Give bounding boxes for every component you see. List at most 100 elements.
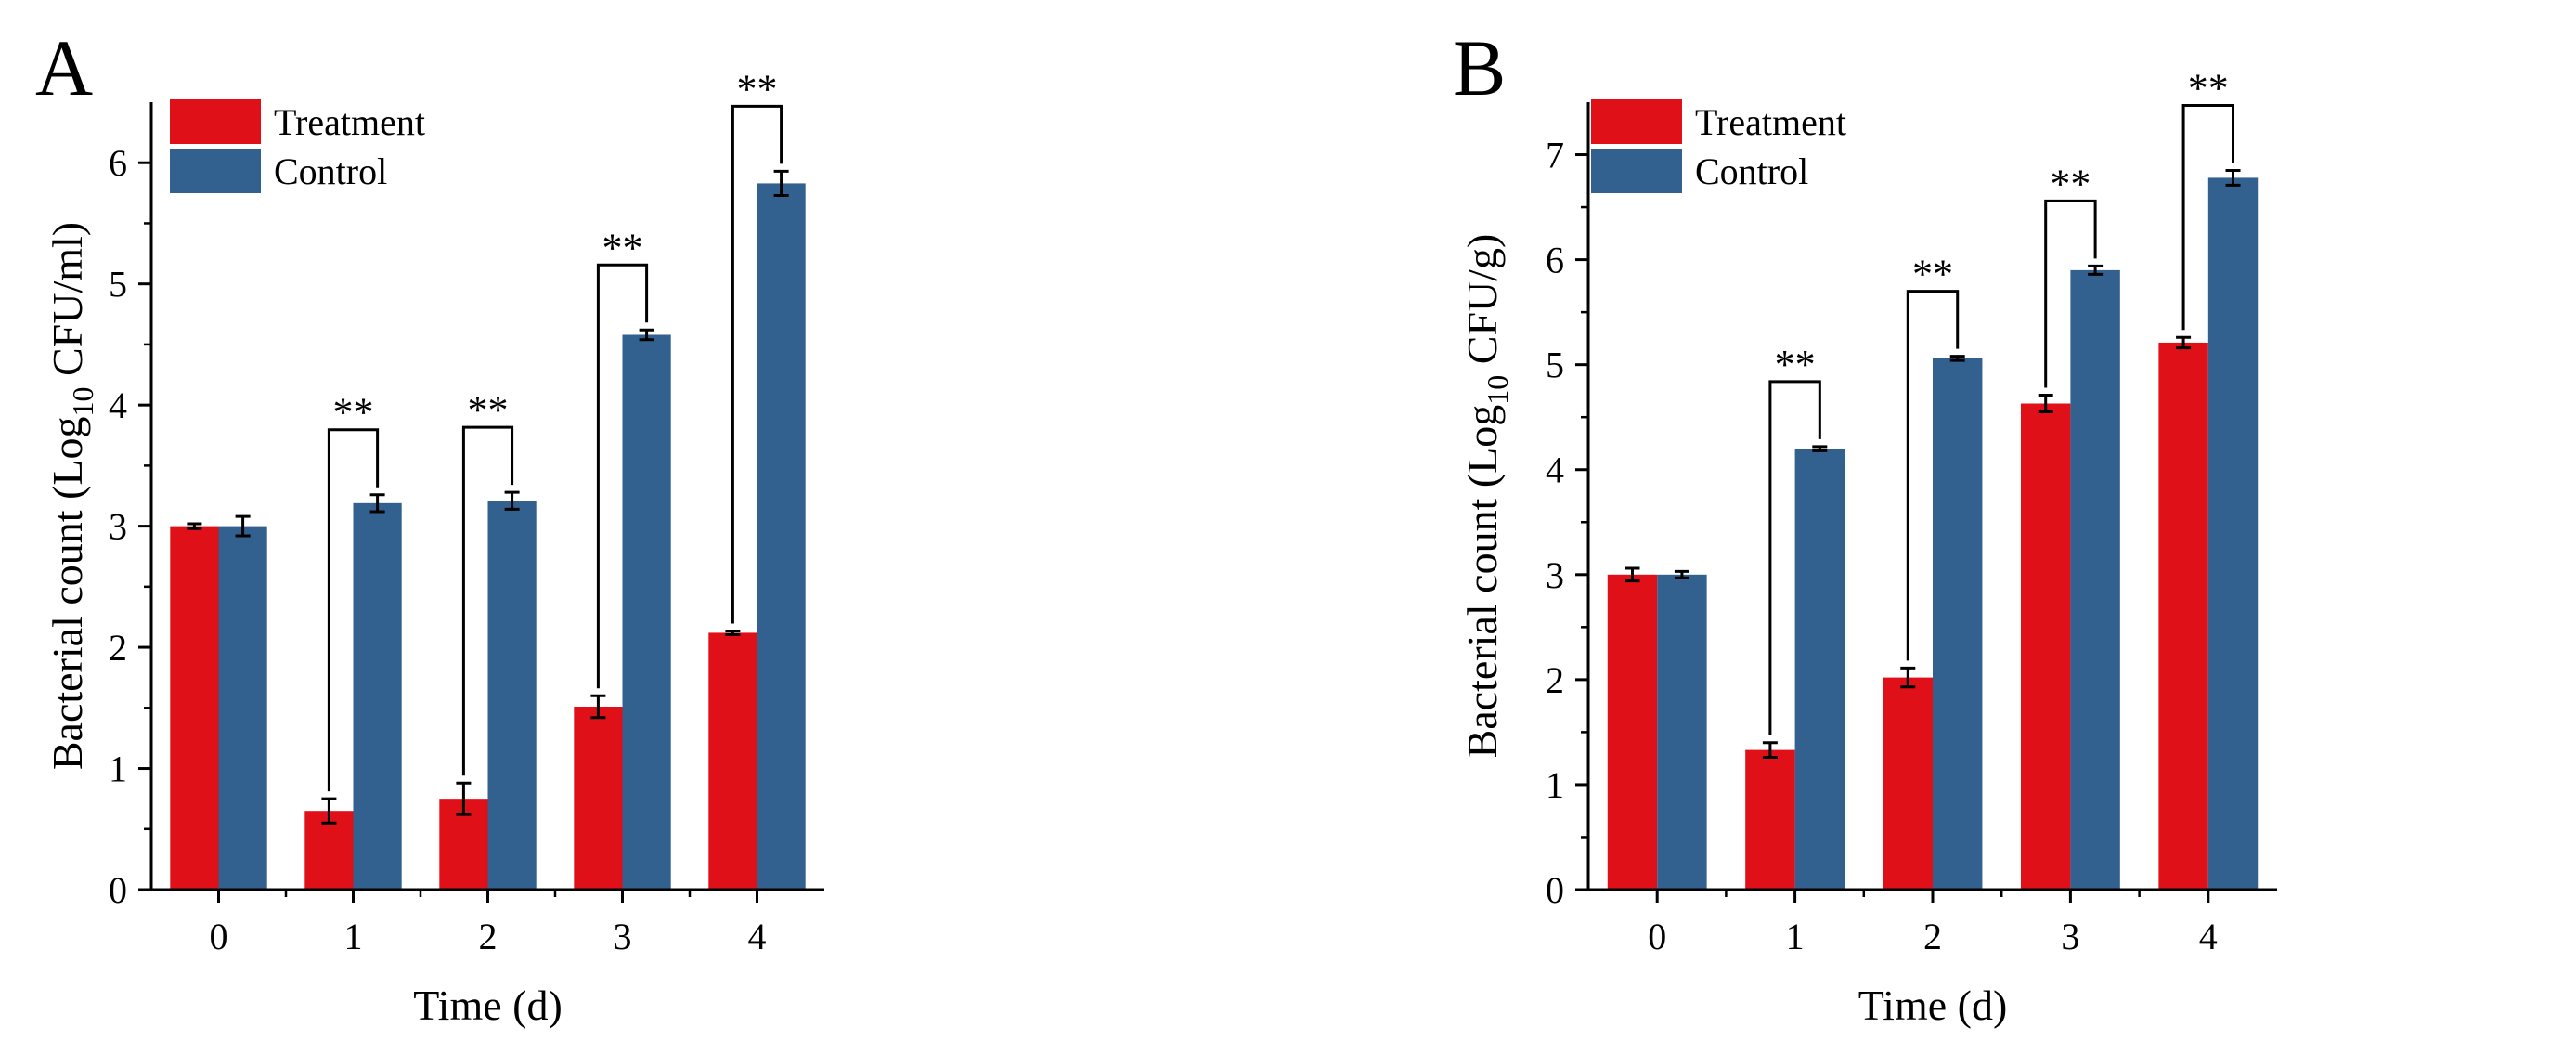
x-tick-label-day-2: 2 (1923, 916, 1942, 957)
error-bar-treatment-day-1 (321, 797, 337, 825)
significance-label-day-3: ** (602, 225, 643, 270)
bracket-line (1768, 380, 1821, 735)
significance-label-day-1: ** (1775, 342, 1816, 387)
error-bar-treatment-day-0 (187, 522, 202, 530)
bar-treatment-day-4 (2158, 342, 2208, 890)
significance-label-day-2: ** (1912, 252, 1953, 297)
x-tick-label-day-1: 1 (344, 916, 363, 957)
y-tick-label: 0 (109, 869, 127, 911)
significance-bracket-day-1 (327, 428, 380, 792)
bracket-line (2181, 103, 2235, 331)
bar-control-day-1 (1794, 449, 1845, 890)
bracket-line (2044, 199, 2097, 388)
x-tick-label-day-3: 3 (614, 916, 632, 957)
bar-treatment-day-1 (1745, 749, 1795, 890)
error-bar-treatment-day-4 (2176, 335, 2192, 350)
y-tick-label: 0 (1546, 869, 1564, 911)
bracket-line (1906, 290, 1960, 661)
y-tick-label: 6 (109, 142, 127, 184)
error-bar-control-day-3 (2088, 264, 2104, 276)
bar-treatment-day-3 (2020, 403, 2071, 890)
bracket-line (731, 104, 783, 624)
y-tick-label: 4 (109, 384, 127, 426)
error-bar-control-day-0 (1674, 569, 1689, 579)
error-bar-treatment-day-1 (1762, 741, 1778, 760)
bar-control-day-1 (353, 502, 402, 890)
error-bar-treatment-day-3 (2038, 393, 2053, 414)
x-tick-label-day-4: 4 (748, 916, 767, 957)
y-tick-label: 2 (109, 627, 127, 669)
error-bar-control-day-2 (1949, 355, 1965, 362)
panel-a-chart: A ** ** ** ** 0 1 2 3 4 5 6 0 1 2 3 4 Time (d) Bacterial c… (35, 23, 824, 1029)
y-tick-label: 3 (1546, 554, 1564, 596)
bar-treatment-day-4 (708, 632, 757, 890)
legend: Treatment Control (170, 99, 425, 193)
y-axis-title-suffix: CFU/ml) (44, 222, 91, 387)
significance-bracket-day-2 (461, 425, 514, 776)
y-tick-label: 1 (1546, 764, 1564, 806)
significance-label-day-4: ** (737, 66, 778, 111)
error-bar-control-day-1 (1812, 445, 1828, 452)
significance-bracket-day-3 (2044, 199, 2097, 388)
legend-label-control: Control (1695, 150, 1808, 192)
legend-swatch-treatment (1591, 99, 1682, 144)
y-tick-label: 5 (109, 264, 127, 306)
error-bar-treatment-day-4 (725, 629, 741, 636)
x-tick-label-day-2: 2 (479, 916, 498, 957)
significance-label-day-3: ** (2050, 161, 2091, 206)
significance-bracket-day-1 (1768, 380, 1821, 735)
x-tick-label-day-4: 4 (2199, 916, 2218, 957)
y-axis-title-subscript: 10 (66, 387, 99, 417)
y-axis-title-prefix: Bacterial count (Log (44, 417, 91, 771)
significance-label-day-2: ** (468, 387, 509, 433)
x-tick-label-day-1: 1 (1786, 916, 1805, 957)
bar-control-day-0 (218, 526, 267, 890)
legend: Treatment Control (1591, 99, 1846, 193)
error-bar-treatment-day-2 (456, 781, 472, 816)
x-axis-title: Time (d) (1858, 982, 2008, 1029)
y-tick-label: 3 (109, 506, 127, 548)
error-bar-treatment-day-2 (1900, 666, 1916, 689)
error-bar-control-day-4 (773, 169, 789, 197)
y-axis-title: Bacterial count (Log10 CFU/g) (1458, 234, 1514, 759)
y-tick-label: 5 (1546, 345, 1564, 386)
x-tick-label-day-0: 0 (210, 916, 228, 957)
significance-bracket-day-4 (2181, 103, 2235, 331)
panel-label: B (1453, 23, 1506, 112)
bar-treatment-day-0 (170, 526, 219, 890)
legend-label-treatment: Treatment (1695, 101, 1846, 143)
panel-b-chart: B ** ** ** ** 0 1 2 3 4 5 6 7 0 1 2 3 4 Time (d) Bacterial … (1453, 23, 2277, 1029)
error-bar-control-day-3 (639, 328, 654, 342)
bar-control-day-4 (2207, 177, 2259, 890)
x-tick-label-day-3: 3 (2061, 916, 2079, 957)
bar-control-day-2 (487, 501, 537, 890)
y-axis-title-subscript: 10 (1481, 375, 1514, 405)
error-bar-control-day-2 (504, 490, 520, 511)
bar-control-day-4 (757, 183, 806, 890)
significance-label-day-1: ** (333, 390, 374, 436)
x-axis-title: Time (d) (413, 982, 563, 1029)
y-axis-title: Bacterial count (Log10 CFU/ml) (44, 222, 99, 770)
bar-treatment-day-2 (1883, 677, 1933, 890)
y-tick-label: 1 (109, 748, 127, 790)
x-tick-label-day-0: 0 (1648, 916, 1666, 957)
significance-bracket-day-4 (731, 104, 783, 624)
significance-bracket-day-3 (596, 263, 649, 689)
significance-label-day-4: ** (2188, 65, 2229, 111)
y-tick-label: 7 (1546, 135, 1564, 176)
legend-label-treatment: Treatment (274, 101, 425, 143)
legend-label-control: Control (274, 150, 387, 192)
legend-swatch-treatment (170, 99, 261, 144)
error-bar-control-day-1 (369, 493, 385, 514)
legend-swatch-control (170, 149, 261, 193)
significance-bracket-day-2 (1906, 290, 1960, 661)
error-bar-control-day-4 (2225, 168, 2241, 187)
bar-control-day-2 (1933, 358, 1983, 890)
error-bar-treatment-day-3 (590, 694, 606, 720)
y-tick-label: 4 (1546, 449, 1564, 491)
bracket-line (461, 425, 514, 776)
bar-control-day-3 (2070, 269, 2120, 890)
y-tick-label: 2 (1546, 659, 1564, 701)
y-axis-title-suffix: CFU/g) (1458, 234, 1506, 375)
